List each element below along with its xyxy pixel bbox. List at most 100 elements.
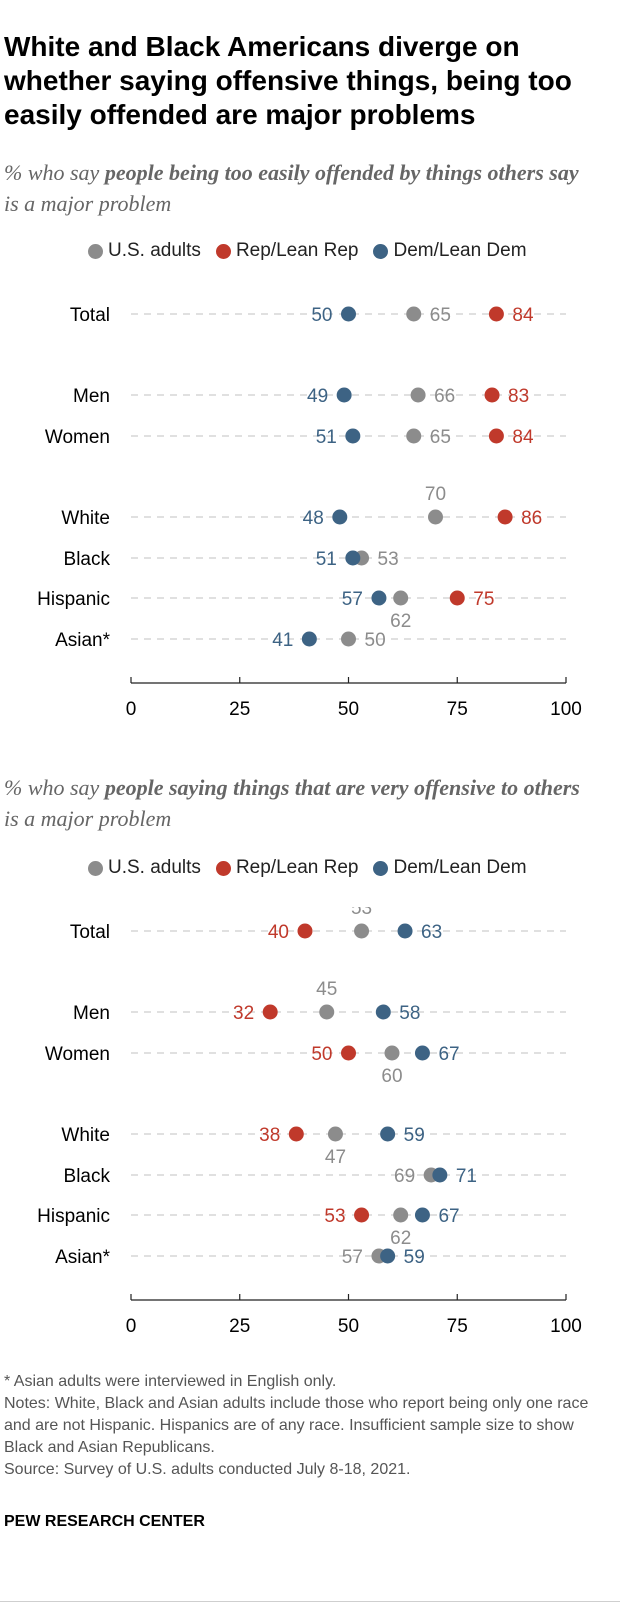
legend-label-rep: Rep/Lean Rep	[235, 857, 359, 878]
row-label-total: Total	[70, 922, 110, 943]
value-label-rep-hispanic: 75	[473, 589, 494, 610]
value-label-dem-hispanic: 67	[438, 1206, 459, 1227]
value-label-us-adults-asian: 57	[342, 1247, 363, 1268]
dot-us-adults-hispanic	[393, 1207, 409, 1223]
x-tick-label-100: 100	[550, 699, 582, 720]
x-tick-label-50: 50	[338, 699, 359, 720]
value-label-dem-women: 51	[316, 427, 337, 448]
dot-dem-men	[375, 1004, 391, 1020]
dot-us-adults-men	[319, 1004, 335, 1020]
x-tick-label-100: 100	[550, 1316, 582, 1337]
row-label-total: Total	[70, 305, 110, 326]
panel-1-dot-chart: Total 50 65 84 Men 49 66 83 Women 51 65 84 White 48 70…	[37, 305, 582, 720]
row-label-white: White	[61, 508, 110, 529]
row-label-hispanic: Hispanic	[37, 1206, 110, 1227]
dot-rep-white	[288, 1126, 304, 1142]
chart-title: White and Black Americans diverge on whe…	[4, 31, 572, 130]
value-label-dem-hispanic: 57	[342, 589, 363, 610]
value-label-us-adults-men: 45	[316, 979, 337, 1000]
row-label-asian: Asian*	[55, 630, 111, 651]
legend-swatch-us-adults	[88, 243, 103, 259]
legend-label-us-adults: U.S. adults	[108, 240, 201, 261]
panel-2-legend: U.S. adults Rep/Lean Rep Dem/Lean Dem	[88, 856, 542, 880]
dot-dem-hispanic	[371, 590, 387, 606]
dot-dem-white	[332, 509, 348, 525]
value-label-rep-total: 84	[512, 305, 534, 326]
panel-2-dot-chart: Total 40 53 63 Men 32 45 58 Women 50 60 67 White 38 47…	[37, 907, 582, 1337]
value-label-dem-total: 50	[311, 305, 332, 326]
value-label-us-adults-men: 66	[434, 386, 455, 407]
value-label-dem-men: 58	[399, 1003, 420, 1024]
dot-us-adults-women	[384, 1045, 400, 1061]
value-label-us-adults-black: 53	[378, 549, 399, 570]
bottom-divider	[0, 1601, 620, 1602]
row-label-hispanic: Hispanic	[37, 589, 110, 610]
row-label-men: Men	[73, 1003, 110, 1024]
x-tick-label-0: 0	[126, 1316, 137, 1337]
legend-swatch-rep	[215, 860, 231, 876]
dot-rep-white	[497, 509, 513, 525]
legend-label-dem: Dem/Lean Dem	[393, 857, 527, 878]
value-label-us-adults-white: 70	[425, 484, 446, 505]
dot-us-adults-total	[354, 923, 370, 939]
x-tick-label-25: 25	[229, 699, 250, 720]
legend-item-rep: Rep/Lean Rep	[215, 240, 359, 262]
dot-rep-men	[262, 1004, 278, 1020]
value-label-rep-women: 50	[311, 1044, 332, 1065]
dot-dem-women	[414, 1045, 430, 1061]
legend-label-rep: Rep/Lean Rep	[235, 240, 359, 261]
dot-dem-white	[380, 1126, 396, 1142]
panel-1-subtitle: % who say people being too easily offend…	[4, 157, 594, 219]
row-label-men: Men	[73, 386, 110, 407]
brand-label: PEW RESEARCH CENTER	[4, 1513, 205, 1530]
dot-dem-total	[397, 923, 413, 939]
x-tick-label-75: 75	[447, 699, 468, 720]
value-label-us-adults-total: 65	[430, 305, 451, 326]
x-tick-label-0: 0	[126, 699, 137, 720]
value-label-rep-women: 84	[512, 427, 534, 448]
value-label-dem-women: 67	[438, 1044, 459, 1065]
value-label-us-adults-women: 65	[430, 427, 451, 448]
legend-swatch-rep	[215, 243, 231, 259]
panel-2-subtitle-tail: is a major problem	[4, 806, 172, 831]
dot-us-adults-asian	[341, 631, 356, 647]
dot-dem-black	[345, 550, 361, 566]
dot-rep-women	[341, 1045, 356, 1061]
panel-2-subtitle-lead: % who say	[4, 775, 100, 800]
value-label-rep-men: 83	[508, 386, 529, 407]
footnote-asian: * Asian adults were interviewed in Engli…	[4, 1373, 337, 1390]
legend-swatch-dem	[373, 860, 389, 876]
legend-item-us-adults: U.S. adults	[88, 857, 201, 879]
value-label-dem-total: 63	[421, 922, 442, 943]
dot-dem-men	[336, 387, 352, 403]
x-tick-label-25: 25	[229, 1316, 250, 1337]
legend-item-rep: Rep/Lean Rep	[215, 857, 359, 879]
value-label-us-adults-hispanic: 62	[390, 611, 411, 632]
value-label-dem-white: 48	[303, 508, 324, 529]
dot-us-adults-hispanic	[393, 590, 409, 606]
value-label-rep-hispanic: 53	[324, 1206, 345, 1227]
panel-1-legend: U.S. adults Rep/Lean Rep Dem/Lean Dem	[88, 239, 542, 263]
value-label-us-adults-white: 47	[325, 1147, 346, 1168]
dot-dem-hispanic	[414, 1207, 430, 1223]
row-label-white: White	[61, 1125, 110, 1146]
dot-rep-hispanic	[449, 590, 465, 606]
value-label-dem-black: 71	[456, 1166, 477, 1187]
legend-label-us-adults: U.S. adults	[108, 857, 201, 878]
dot-us-adults-women	[406, 428, 422, 444]
panel-2-subtitle-bold: people saying things that are very offen…	[104, 775, 580, 800]
row-label-black: Black	[64, 549, 111, 570]
dot-dem-asian	[301, 631, 317, 647]
value-label-dem-asian: 59	[404, 1247, 425, 1268]
chart-source: Source: Survey of U.S. adults conducted …	[4, 1461, 411, 1478]
value-label-dem-black: 51	[316, 549, 337, 570]
panel-1-subtitle-tail: is a major problem	[4, 191, 172, 216]
dot-us-adults-total	[406, 306, 422, 322]
value-label-dem-white: 59	[404, 1125, 425, 1146]
value-label-rep-total: 40	[268, 922, 289, 943]
x-tick-label-75: 75	[447, 1316, 468, 1337]
panel-1-subtitle-bold: people being too easily offended by thin…	[104, 160, 579, 185]
row-label-black: Black	[64, 1166, 111, 1187]
value-label-us-adults-hispanic: 62	[390, 1228, 411, 1249]
dot-dem-total	[341, 306, 356, 322]
